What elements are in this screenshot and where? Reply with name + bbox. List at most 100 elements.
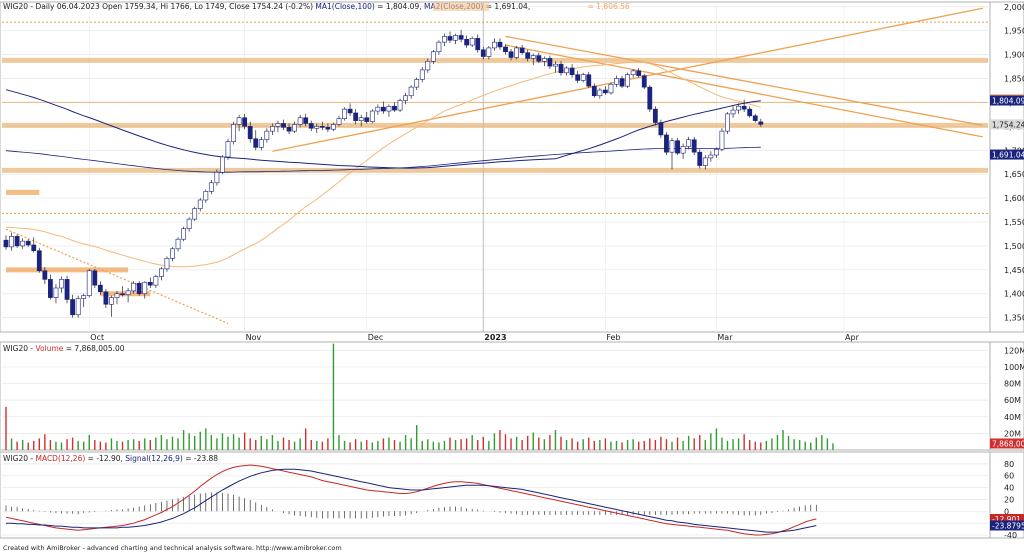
candle-body <box>414 79 420 88</box>
macd-axis-tick-label: 60 <box>1004 472 1014 481</box>
candle-body <box>264 130 270 141</box>
macd-axis-tick-label: 20 <box>1004 495 1014 504</box>
ma1-label: MA1(Close,100) <box>315 2 377 11</box>
price-value-tag-bg <box>990 119 1024 130</box>
macd-header-symbol: WIG20 - <box>3 454 35 463</box>
candle-body <box>258 139 264 148</box>
month-label: Nov <box>246 333 262 342</box>
month-label: Dec <box>368 333 383 342</box>
candle-body <box>747 108 753 117</box>
ma3-line <box>5 61 761 268</box>
price-value-tag: 1,691.04 <box>992 151 1024 160</box>
candle-body <box>403 95 408 101</box>
macd-axis-tick-label: -40 <box>1004 531 1017 540</box>
candle-body <box>20 240 26 247</box>
price-axis-tick-label: 1,950 <box>1004 27 1024 36</box>
volume-pane-frame <box>0 341 1024 451</box>
price-axis-tick-label: 1,550 <box>1004 218 1024 227</box>
candle-body <box>353 112 359 121</box>
candle-body <box>236 117 242 125</box>
price-axis-tick-label: 1,350 <box>1004 314 1024 323</box>
ma1-line <box>5 89 761 169</box>
candle-body <box>664 134 669 153</box>
price-header-info: - Daily 06.04.2023 Open 1759.34, Hi 1766… <box>30 2 315 11</box>
candle-body <box>525 52 531 59</box>
candle-body <box>425 61 431 71</box>
price-axis-tick-label: 1,900 <box>1004 51 1024 60</box>
candle-body <box>686 139 692 147</box>
candle-body <box>408 86 414 97</box>
candle-body <box>430 51 436 62</box>
macd-value-tag: -23.8795 <box>992 521 1024 530</box>
volume-axis-tick-label: 120M <box>1004 346 1024 355</box>
macd-header-label: MACD(12,26) <box>35 454 87 463</box>
signal-header-value: = -23.88 <box>185 454 218 463</box>
candle-body <box>458 35 464 40</box>
trendline <box>505 44 983 138</box>
candle-body <box>541 58 547 62</box>
month-label: Oct <box>90 333 104 342</box>
candle-body <box>292 124 297 132</box>
candle-body <box>486 47 492 57</box>
candle-body <box>708 154 714 159</box>
candle-body <box>442 36 447 43</box>
candle-body <box>752 115 758 121</box>
candle-body <box>47 279 53 298</box>
candle-body <box>70 299 75 316</box>
candle-body <box>597 89 603 97</box>
candle-body <box>702 157 708 166</box>
macd-axis-tick-label: 80 <box>1004 460 1014 469</box>
macd-value-tag: -12.901 <box>992 515 1021 524</box>
candle-body <box>86 270 92 296</box>
candle-body <box>342 108 347 119</box>
candle-body <box>220 156 225 173</box>
candle-body <box>197 199 203 209</box>
month-label: 2023 <box>484 333 506 342</box>
candle-body <box>586 74 592 87</box>
candle-body <box>364 117 370 122</box>
macd-value-tag-bg <box>990 513 1024 524</box>
candle-body <box>336 118 342 125</box>
price-axis-tick-label: 2,000 <box>1004 3 1024 12</box>
macd-header-value: = -12.90, <box>88 454 126 463</box>
candle-body <box>308 123 314 129</box>
price-pane: 2,0001,9501,9001,8501,8001,7501,7001,650… <box>0 1 1024 342</box>
candle-body <box>136 282 142 295</box>
candle-body <box>142 281 148 295</box>
macd-pane-frame <box>0 451 1024 539</box>
candle-body <box>447 36 453 41</box>
candle-body <box>491 41 497 49</box>
volume-value-tag-bg <box>990 438 1024 449</box>
price-value-tag: 1,754.24 <box>992 120 1024 129</box>
trendline <box>505 35 983 127</box>
candle-body <box>203 191 209 201</box>
volume-axis-tick-label: 80M <box>1004 380 1021 389</box>
volume-header-label: Volume <box>35 344 65 353</box>
candle-body <box>558 63 564 74</box>
candle-body <box>297 117 303 125</box>
candle-body <box>269 126 275 132</box>
candle-body <box>3 239 9 248</box>
candle-body <box>508 51 514 58</box>
candle-body <box>436 41 442 53</box>
candle-body <box>497 41 503 48</box>
candle-body <box>242 117 248 127</box>
candle-body <box>480 49 486 57</box>
candle-body <box>153 276 159 286</box>
candle-body <box>547 58 553 67</box>
candle-body <box>530 55 536 59</box>
candle-body <box>575 74 581 81</box>
volume-axis-tick-label: 60M <box>1004 396 1021 405</box>
candle-body <box>319 126 325 128</box>
candle-body <box>386 105 392 112</box>
macd-value-tag-bg <box>990 520 1024 531</box>
candle-body <box>231 124 236 142</box>
candle-body <box>247 126 253 140</box>
candle-body <box>614 78 619 85</box>
candle-body <box>608 83 614 94</box>
candle-body <box>31 244 37 251</box>
macd-line <box>5 464 817 536</box>
candle-body <box>286 127 292 132</box>
volume-value-tag: 7,868,005 <box>992 439 1024 448</box>
